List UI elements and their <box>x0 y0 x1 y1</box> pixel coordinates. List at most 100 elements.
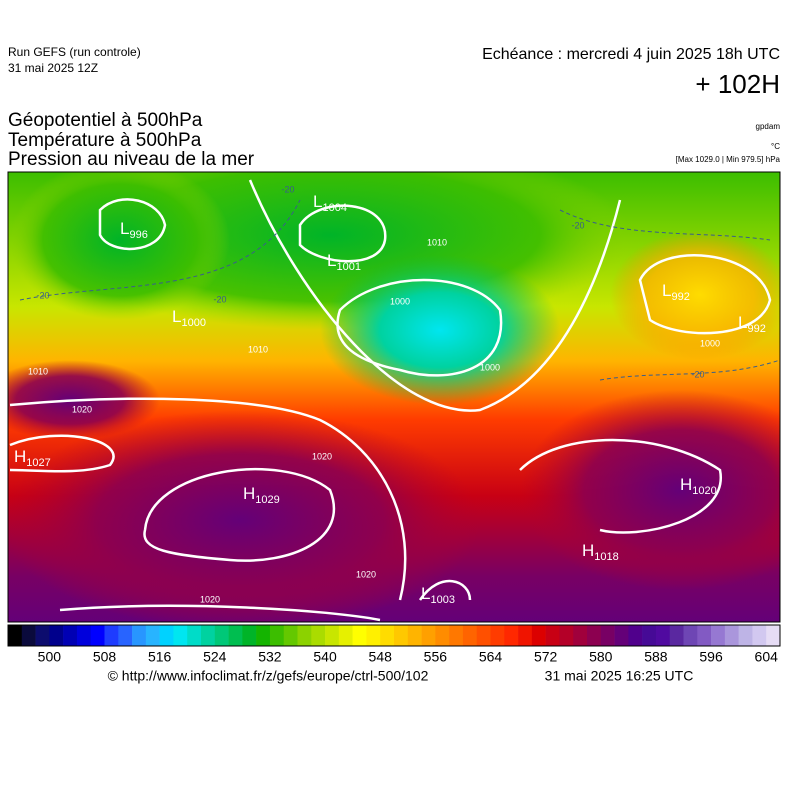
center-letter: L <box>313 192 322 211</box>
colorbar-label: 604 <box>755 649 779 665</box>
center-value: 1027 <box>26 457 50 469</box>
colorbar-label: 508 <box>93 649 117 665</box>
colorbar-label: 540 <box>313 649 337 665</box>
unit: °C <box>771 142 780 151</box>
color-swatch <box>669 625 684 646</box>
color-swatch <box>159 625 174 646</box>
center-value: 992 <box>747 323 765 335</box>
center-letter: H <box>14 447 26 466</box>
contour-label: 1000 <box>480 362 500 372</box>
center-letter: L <box>120 219 129 238</box>
color-swatch <box>187 625 202 646</box>
color-swatch <box>256 625 271 646</box>
color-swatch <box>697 625 712 646</box>
center-value: 1018 <box>594 551 618 563</box>
pressure-center: H1018 <box>582 541 619 562</box>
center-value: 1004 <box>322 202 346 214</box>
contour-label: -20 <box>571 220 584 230</box>
color-swatch <box>352 625 367 646</box>
color-swatch <box>90 625 105 646</box>
color-swatch <box>504 625 519 646</box>
color-swatch <box>614 625 629 646</box>
colorbar-label: 516 <box>148 649 172 665</box>
color-swatch <box>642 625 657 646</box>
color-swatch <box>76 625 92 646</box>
color-swatch <box>573 625 588 646</box>
colorbar-label: 596 <box>699 649 723 665</box>
contour-label: -20 <box>36 290 49 300</box>
color-swatch <box>118 625 133 646</box>
contour-label: 1020 <box>312 451 332 461</box>
map-field <box>8 172 780 622</box>
color-swatch <box>214 625 229 646</box>
center-value: 996 <box>129 229 147 241</box>
color-swatch <box>325 625 340 646</box>
run-date: 31 mai 2025 12Z <box>8 61 98 75</box>
run-name: Run GEFS (run controle) <box>8 45 141 59</box>
color-swatch <box>311 625 326 646</box>
color-swatch <box>559 625 574 646</box>
color-swatch <box>173 625 188 646</box>
lead-time: + 102H <box>695 69 780 99</box>
pressure-center: L992 <box>738 313 766 334</box>
field-name: Température à 500hPa <box>8 130 202 151</box>
pressure-center: H1029 <box>243 484 280 505</box>
contour-label: 1000 <box>700 338 720 348</box>
center-value: 1000 <box>181 317 205 329</box>
color-swatch <box>462 625 478 646</box>
contour-label: 1020 <box>356 569 376 579</box>
color-swatch <box>145 625 160 646</box>
color-swatch <box>545 625 560 646</box>
color-swatch <box>104 625 119 646</box>
color-swatch <box>338 625 353 646</box>
center-value: 992 <box>671 291 689 303</box>
pressure-center: L992 <box>662 281 690 302</box>
colorbar-label: 564 <box>479 649 503 665</box>
center-letter: H <box>680 475 692 494</box>
center-letter: L <box>327 251 336 270</box>
center-letter: L <box>172 307 181 326</box>
color-swatch <box>490 625 505 646</box>
color-swatch <box>421 625 436 646</box>
color-swatch <box>380 625 395 646</box>
color-swatch <box>21 625 36 646</box>
colorbar-label: 572 <box>534 649 558 665</box>
contour-label: -20 <box>213 294 226 304</box>
color-swatch <box>8 625 23 646</box>
color-swatch <box>201 625 216 646</box>
contour-label: -20 <box>281 184 294 194</box>
contour-label: 1020 <box>200 594 220 604</box>
color-swatch <box>738 625 753 646</box>
pressure-center: L1004 <box>313 192 347 213</box>
contour-label: 1010 <box>427 237 447 247</box>
color-swatch <box>394 625 409 646</box>
center-letter: L <box>421 584 430 603</box>
color-swatch <box>628 625 643 646</box>
center-value: 1003 <box>430 594 454 606</box>
center-value: 1001 <box>336 261 360 273</box>
center-letter: L <box>662 281 671 300</box>
color-swatch <box>297 625 312 646</box>
color-swatch <box>49 625 64 646</box>
pressure-center: H1027 <box>14 447 51 468</box>
color-swatch <box>711 625 726 646</box>
colorbar-label: 556 <box>424 649 448 665</box>
colorbar: 500 508 516 524 532 540 548 556 564 572 580 588 596 6… <box>7 624 781 665</box>
colorbar-label: 532 <box>258 649 282 665</box>
color-swatch <box>63 625 78 646</box>
pressure-center: L996 <box>120 219 148 240</box>
color-swatch <box>600 625 615 646</box>
field-name: Pression au niveau de la mer <box>8 149 255 170</box>
color-swatch <box>476 625 491 646</box>
color-swatch <box>242 625 257 646</box>
colorbar-label: 588 <box>644 649 668 665</box>
color-swatch <box>655 625 671 646</box>
color-swatch <box>766 625 781 646</box>
color-swatch <box>228 625 243 646</box>
issue-time: 31 mai 2025 16:25 UTC <box>545 668 694 684</box>
colorbar-label: 500 <box>38 649 62 665</box>
contour-label: 1010 <box>28 366 48 376</box>
colorbar-label: 524 <box>203 649 227 665</box>
colorbar-label: 548 <box>369 649 393 665</box>
